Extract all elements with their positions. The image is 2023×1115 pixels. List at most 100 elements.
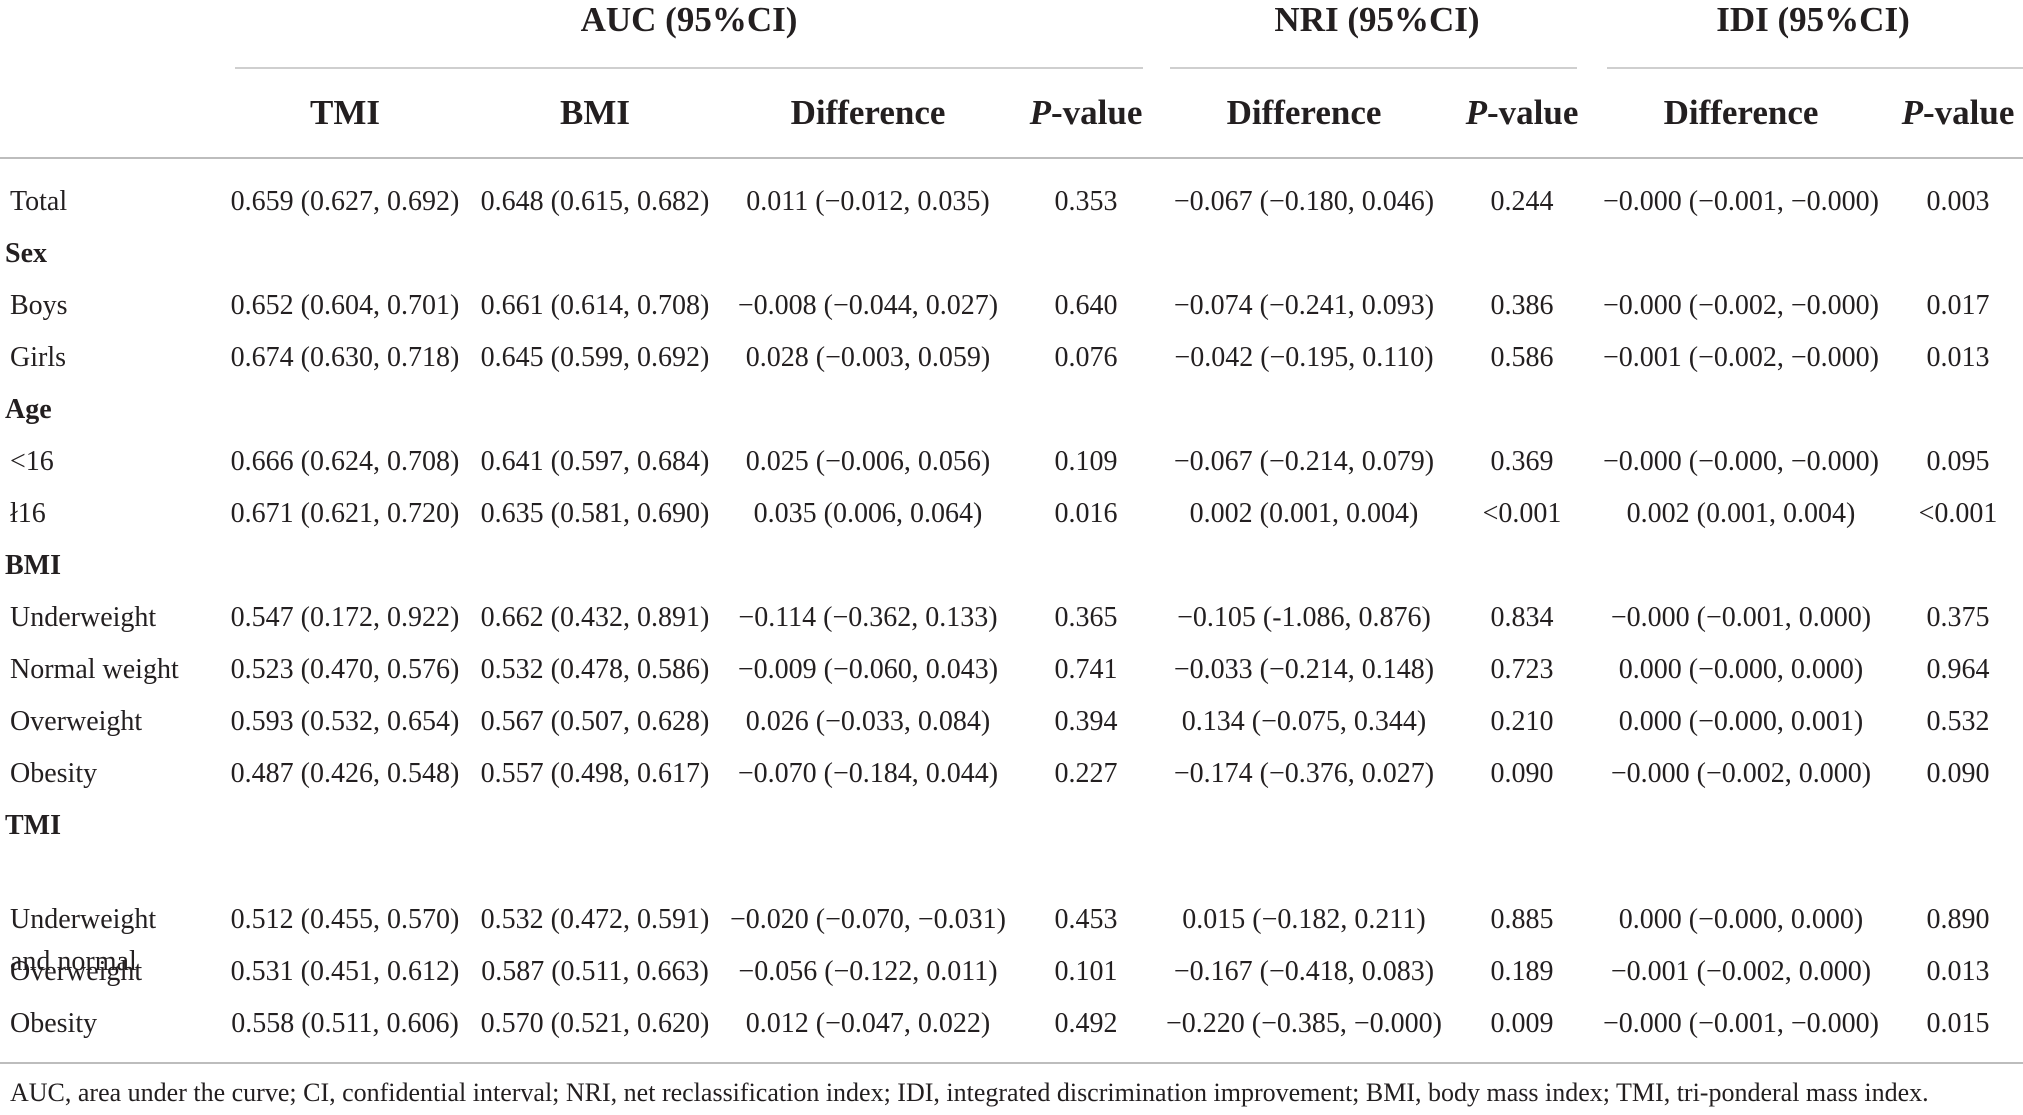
cell-idi-p: 0.964 (1926, 654, 1990, 685)
cell-auc-p: 0.394 (1054, 706, 1118, 737)
cell-idi-diff: −0.000 (−0.002, 0.000) (1610, 758, 1872, 789)
cell-nri-diff: 0.015 (−0.182, 0.211) (1182, 904, 1426, 935)
cell-tmi: 0.593 (0.532, 0.654) (230, 706, 460, 737)
cell-auc-p: 0.016 (1054, 498, 1118, 529)
cell-idi-p: 0.013 (1926, 956, 1990, 987)
cell-bmi: 0.641 (0.597, 0.684) (480, 446, 710, 477)
p-italic: P (1901, 93, 1923, 132)
cell-bmi: 0.587 (0.511, 0.663) (481, 956, 709, 987)
cell-bmi: 0.532 (0.472, 0.591) (480, 904, 710, 935)
col-header-nri-difference: Difference (1226, 93, 1382, 132)
cell-idi-diff: 0.002 (0.001, 0.004) (1626, 498, 1856, 529)
cell-nri-diff: 0.134 (−0.075, 0.344) (1181, 706, 1427, 737)
cell-nri-p: 0.586 (1490, 342, 1554, 373)
p-rest: -value (1487, 93, 1579, 132)
group-rule-auc (235, 67, 1143, 69)
cell-nri-diff: −0.033 (−0.214, 0.148) (1173, 654, 1435, 685)
row-label: ł16 (10, 498, 46, 529)
cell-tmi: 0.666 (0.624, 0.708) (230, 446, 460, 477)
cell-auc-diff: 0.035 (0.006, 0.064) (753, 498, 983, 529)
cell-bmi: 0.645 (0.599, 0.692) (480, 342, 710, 373)
cell-auc-diff: −0.056 (−0.122, 0.011) (738, 956, 998, 987)
cell-auc-p: 0.453 (1054, 904, 1118, 935)
col-header-auc-difference: Difference (790, 93, 946, 132)
row-label: Total (10, 186, 68, 217)
cell-nri-p: 0.189 (1490, 956, 1554, 987)
cell-idi-p: <0.001 (1918, 498, 1998, 529)
cell-nri-diff: −0.220 (−0.385, −0.000) (1165, 1008, 1443, 1039)
cell-auc-p: 0.353 (1054, 186, 1118, 217)
cell-tmi: 0.674 (0.630, 0.718) (230, 342, 460, 373)
cell-nri-diff: −0.042 (−0.195, 0.110) (1174, 342, 1434, 373)
col-header-nri-pvalue: P-value (1466, 93, 1579, 133)
cell-idi-p: 0.013 (1926, 342, 1990, 373)
cell-nri-p: 0.885 (1490, 904, 1554, 935)
cell-auc-p: 0.492 (1054, 1008, 1118, 1039)
cell-idi-diff: −0.000 (−0.001, −0.000) (1602, 186, 1880, 217)
cell-bmi: 0.662 (0.432, 0.891) (480, 602, 710, 633)
cell-bmi: 0.635 (0.581, 0.690) (480, 498, 710, 529)
row-label: Obesity (10, 758, 98, 789)
cell-nri-p: 0.210 (1490, 706, 1554, 737)
cell-auc-diff: 0.028 (−0.003, 0.059) (745, 342, 991, 373)
cell-nri-p: 0.244 (1490, 186, 1554, 217)
cell-nri-diff: −0.174 (−0.376, 0.027) (1173, 758, 1435, 789)
row-label: Normal weight (10, 654, 179, 685)
cell-auc-diff: −0.009 (−0.060, 0.043) (737, 654, 999, 685)
cell-nri-diff: −0.105 (-1.086, 0.876) (1177, 602, 1431, 633)
row-label: Overweight (10, 956, 143, 987)
row-label: Overweight (10, 706, 143, 737)
cell-nri-diff: −0.067 (−0.180, 0.046) (1173, 186, 1435, 217)
row-label: Underweight (10, 904, 157, 935)
cell-nri-p: <0.001 (1482, 498, 1562, 529)
cell-auc-diff: 0.025 (−0.006, 0.056) (745, 446, 991, 477)
row-label: Obesity (10, 1008, 98, 1039)
cell-auc-p: 0.227 (1054, 758, 1118, 789)
cell-idi-p: 0.890 (1926, 904, 1990, 935)
cell-tmi: 0.671 (0.621, 0.720) (230, 498, 460, 529)
cell-tmi: 0.487 (0.426, 0.548) (230, 758, 460, 789)
cell-auc-p: 0.365 (1054, 602, 1118, 633)
table-footnote: AUC, area under the curve; CI, confident… (10, 1078, 1929, 1107)
cell-nri-diff: −0.074 (−0.241, 0.093) (1173, 290, 1435, 321)
cell-nri-diff: 0.002 (0.001, 0.004) (1189, 498, 1419, 529)
cell-auc-diff: −0.070 (−0.184, 0.044) (737, 758, 999, 789)
cell-auc-p: 0.741 (1054, 654, 1118, 685)
cell-idi-p: 0.003 (1926, 186, 1990, 217)
row-label: Girls (10, 342, 66, 373)
cell-auc-p: 0.640 (1054, 290, 1118, 321)
cell-idi-p: 0.375 (1926, 602, 1990, 633)
cell-nri-p: 0.386 (1490, 290, 1554, 321)
cell-idi-diff: −0.001 (−0.002, 0.000) (1610, 956, 1872, 987)
cell-bmi: 0.570 (0.521, 0.620) (480, 1008, 710, 1039)
cell-tmi: 0.558 (0.511, 0.606) (231, 1008, 459, 1039)
p-rest: -value (1051, 93, 1143, 132)
cell-auc-p: 0.101 (1054, 956, 1118, 987)
cell-idi-p: 0.532 (1926, 706, 1990, 737)
cell-idi-p: 0.095 (1926, 446, 1990, 477)
group-label: Sex (5, 238, 47, 269)
cell-nri-p: 0.723 (1490, 654, 1554, 685)
cell-bmi: 0.532 (0.478, 0.586) (480, 654, 710, 685)
cell-nri-diff: −0.167 (−0.418, 0.083) (1173, 956, 1435, 987)
cell-idi-p: 0.015 (1926, 1008, 1990, 1039)
cell-bmi: 0.557 (0.498, 0.617) (480, 758, 710, 789)
group-rule-nri (1170, 67, 1577, 69)
cell-bmi: 0.567 (0.507, 0.628) (480, 706, 710, 737)
cell-nri-p: 0.090 (1490, 758, 1554, 789)
col-header-idi-difference: Difference (1663, 93, 1819, 132)
p-rest: -value (1923, 93, 2015, 132)
cell-auc-diff: 0.026 (−0.033, 0.084) (745, 706, 991, 737)
cell-nri-p: 0.834 (1490, 602, 1554, 633)
cell-auc-p: 0.076 (1054, 342, 1118, 373)
cell-auc-diff: −0.114 (−0.362, 0.133) (738, 602, 998, 633)
cell-idi-diff: −0.000 (−0.001, −0.000) (1602, 1008, 1880, 1039)
cell-tmi: 0.659 (0.627, 0.692) (230, 186, 460, 217)
cell-tmi: 0.652 (0.604, 0.701) (230, 290, 460, 321)
col-header-auc-pvalue: P-value (1030, 93, 1143, 133)
cell-auc-p: 0.109 (1054, 446, 1118, 477)
cell-idi-diff: −0.000 (−0.002, −0.000) (1602, 290, 1880, 321)
cell-idi-diff: −0.001 (−0.002, −0.000) (1602, 342, 1880, 373)
cell-idi-diff: −0.000 (−0.001, 0.000) (1610, 602, 1872, 633)
cell-auc-diff: −0.020 (−0.070, −0.031) (729, 904, 1007, 935)
